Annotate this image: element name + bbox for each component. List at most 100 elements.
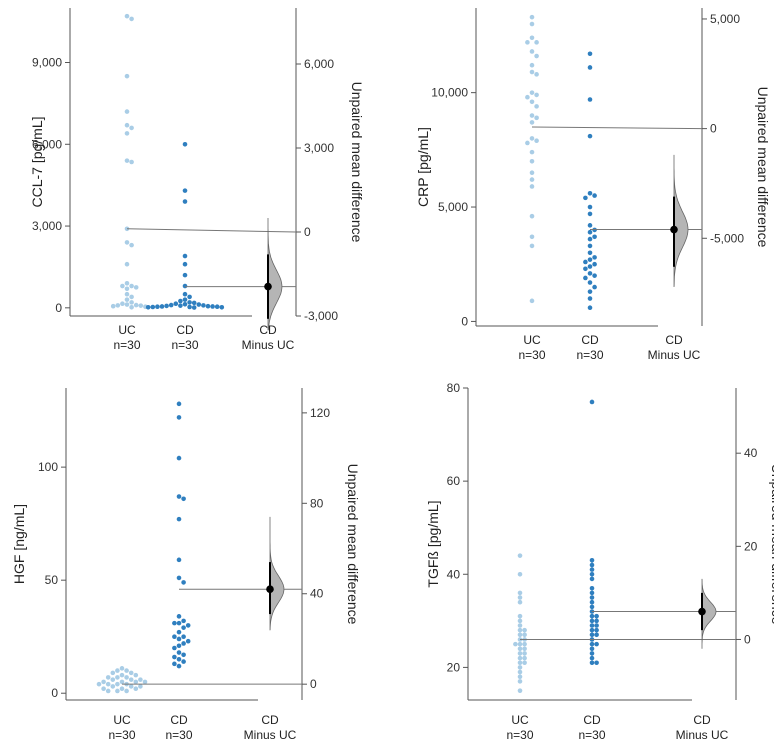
data-point	[145, 304, 151, 310]
diff-axis-label: Unpaired mean difference	[349, 82, 365, 243]
data-point	[522, 660, 527, 666]
diff-tick-label: 0	[310, 677, 317, 691]
data-point	[133, 302, 139, 308]
data-point	[594, 660, 599, 666]
data-point	[517, 613, 523, 619]
data-point	[529, 170, 535, 176]
data-point	[589, 613, 595, 619]
data-point	[587, 264, 593, 269]
data-point	[592, 261, 597, 267]
data-point	[133, 672, 139, 678]
data-point	[517, 655, 523, 661]
data-point	[589, 576, 595, 582]
diff-tick-label: -5,000	[710, 231, 744, 245]
data-point	[589, 567, 595, 572]
y-tick-label: 9,000	[32, 56, 62, 70]
data-point	[119, 686, 125, 691]
data-point	[124, 73, 130, 79]
effect-sublabel: Minus UC	[648, 348, 701, 362]
data-point	[182, 253, 188, 259]
data-point	[529, 120, 535, 125]
mean-difference-point	[266, 585, 274, 594]
data-point	[196, 302, 202, 307]
data-point	[176, 401, 182, 407]
data-point	[583, 259, 588, 265]
y-tick-label: 40	[447, 567, 461, 581]
diff-tick-label: 0	[744, 632, 751, 646]
data-point	[522, 627, 527, 633]
data-point	[517, 665, 523, 670]
diff-tick-label: 0	[710, 122, 717, 136]
data-point	[529, 99, 535, 105]
y-tick-label: 0	[55, 301, 62, 315]
data-point	[128, 684, 134, 689]
group-label-uc: UC	[118, 323, 136, 337]
data-point	[182, 291, 188, 297]
data-point	[164, 303, 169, 309]
diff-tick-label: 120	[310, 406, 330, 420]
data-point	[128, 670, 134, 676]
data-point	[589, 660, 595, 666]
data-point	[517, 669, 523, 675]
data-point	[529, 243, 535, 249]
data-point	[133, 686, 139, 691]
data-point	[182, 199, 188, 204]
data-point	[124, 122, 130, 128]
data-point	[205, 303, 211, 309]
diff-axis-label: Unpaired mean difference	[769, 464, 774, 625]
data-point	[105, 675, 111, 680]
data-point	[110, 303, 116, 309]
data-point	[529, 69, 535, 75]
data-point	[129, 16, 134, 22]
data-point	[176, 657, 182, 662]
data-point	[583, 275, 588, 281]
data-point	[592, 273, 597, 278]
data-point	[119, 672, 125, 678]
data-point	[589, 651, 595, 656]
data-point	[110, 684, 116, 689]
data-point	[138, 684, 143, 689]
data-point	[589, 585, 595, 591]
data-point	[517, 632, 523, 638]
mean-difference-point	[670, 225, 678, 234]
data-point	[142, 679, 148, 685]
data-point	[529, 14, 535, 20]
y-tick-label: 5,000	[438, 200, 468, 214]
data-point	[129, 242, 134, 248]
data-point	[529, 136, 535, 141]
data-point	[529, 298, 535, 304]
data-point	[522, 641, 527, 647]
effect-sublabel: Minus UC	[244, 728, 297, 742]
data-point	[587, 133, 593, 139]
data-point	[172, 661, 177, 667]
data-point	[201, 303, 206, 308]
data-point	[155, 304, 160, 310]
data-point	[594, 632, 599, 638]
data-point	[124, 286, 130, 292]
data-point	[587, 204, 593, 210]
data-point	[529, 234, 535, 240]
data-point	[517, 571, 523, 577]
data-point	[592, 193, 597, 198]
data-point	[105, 681, 111, 687]
data-point	[105, 688, 111, 694]
diff-tick-label: 40	[310, 587, 324, 601]
group-n-label: n=30	[171, 338, 198, 352]
data-point	[587, 65, 593, 70]
data-point	[517, 618, 523, 624]
y-tick-label: 0	[51, 686, 58, 700]
data-point	[182, 188, 188, 193]
chart-panel-top-right: 0 5,000 10,000 CRP [pg/mL] -5,000 0 5,000 Unpai…	[415, 8, 771, 362]
data-point	[517, 646, 523, 652]
effect-sublabel: Minus UC	[676, 728, 729, 742]
data-point	[529, 158, 535, 164]
mean-difference-point	[698, 607, 706, 616]
data-point	[182, 297, 188, 302]
group-label-cd: CD	[581, 333, 599, 347]
data-point	[592, 234, 597, 240]
data-point	[534, 104, 539, 109]
y-axis-label: CCL-7 [pg/mL]	[29, 116, 45, 207]
data-point	[534, 53, 539, 59]
data-point	[172, 620, 177, 626]
data-point	[176, 614, 182, 619]
